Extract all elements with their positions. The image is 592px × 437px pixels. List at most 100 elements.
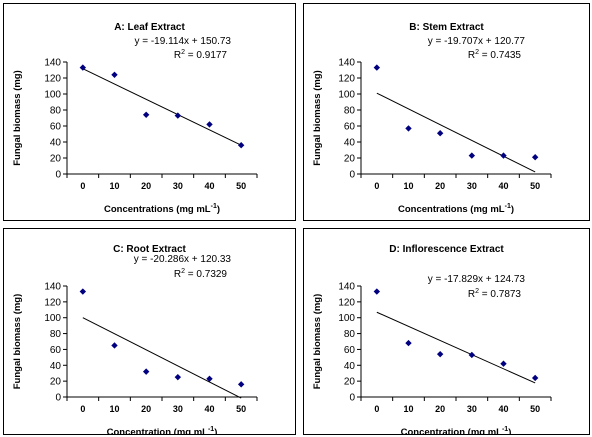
r-squared-value: = 0.9177 xyxy=(185,50,227,61)
x-axis-title: Concentrations (mg mL-1) xyxy=(398,203,514,215)
chart-d-svg: D: Inflorescence Extract0204060801001201… xyxy=(312,244,552,434)
y-tick-label: 120 xyxy=(338,297,355,308)
r-squared-value: = 0.7873 xyxy=(479,289,521,300)
x-tick-label: 10 xyxy=(403,181,413,191)
x-tick-label: 0 xyxy=(80,404,85,414)
y-tick-label: 0 xyxy=(349,170,355,181)
r-squared-symbol: R xyxy=(468,50,475,61)
y-tick-label: 60 xyxy=(50,345,62,356)
chart-title: B: Stem Extract xyxy=(409,22,484,33)
r-squared-superscript: 2 xyxy=(475,288,479,295)
chart-panel-d: D: Inflorescence Extract 0 20 40 60 80 100 120 1… xyxy=(303,228,590,435)
x-tick-label: 50 xyxy=(236,181,246,191)
x-tick-label: 40 xyxy=(498,181,508,191)
y-tick-label: 80 xyxy=(50,106,62,117)
y-axis-title: Fungal biomass (mg) xyxy=(312,70,323,166)
data-point xyxy=(500,360,507,367)
y-tick-label: 100 xyxy=(338,90,355,101)
data-point xyxy=(206,121,213,128)
y-axis-title: Fungal biomass (mg) xyxy=(12,294,23,390)
data-point xyxy=(436,130,444,137)
data-point xyxy=(237,142,245,149)
x-axis-title-superscript: -1 xyxy=(211,203,217,210)
y-tick-label: 60 xyxy=(344,345,356,356)
data-point xyxy=(111,71,118,78)
y-tick-label: 40 xyxy=(50,361,62,372)
chart-panel-b: B: Stem Extract 0 20 40 60 80 100 120 140 0 10 20 30… xyxy=(303,3,590,221)
trendline xyxy=(376,311,536,384)
r-squared-symbol: R xyxy=(174,50,181,61)
r-squared-value: = 0.7329 xyxy=(185,269,227,280)
y-tick-label: 100 xyxy=(44,313,61,324)
data-point xyxy=(79,288,87,295)
y-tick-label: 20 xyxy=(50,154,62,165)
x-tick-label: 20 xyxy=(141,181,151,191)
x-axis-title-end: ) xyxy=(511,204,514,215)
y-tick-label: 20 xyxy=(344,377,356,388)
data-point xyxy=(174,112,182,119)
y-tick-label: 80 xyxy=(344,106,356,117)
x-tick-label: 30 xyxy=(173,181,183,191)
y-axis-title: Fungal biomass (mg) xyxy=(12,70,23,166)
y-tick-label: 100 xyxy=(44,90,61,101)
r-squared-symbol: R xyxy=(468,289,475,300)
r-squared-symbol: R xyxy=(174,269,181,280)
data-point xyxy=(142,111,150,118)
x-axis-title: Concentration (mg mL-1) xyxy=(401,426,512,434)
data-point xyxy=(468,152,476,159)
y-tick-label: 140 xyxy=(338,282,355,293)
data-point xyxy=(142,368,150,375)
chart-title: D: Inflorescence Extract xyxy=(389,244,504,255)
x-tick-label: 0 xyxy=(374,404,379,414)
y-tick-label: 140 xyxy=(44,58,61,69)
trendline-equation: y = -17.829x + 124.73 xyxy=(428,274,526,285)
trendline-equation: y = -19.707x + 120.77 xyxy=(428,36,526,47)
chart-panel-a: A: Leaf Extract 0 20 40 60 80 100 120 140 0 10 20 30… xyxy=(3,3,296,221)
data-point xyxy=(174,373,182,381)
y-tick-label: 0 xyxy=(55,393,61,404)
y-tick-label: 0 xyxy=(349,393,355,404)
y-tick-label: 60 xyxy=(50,122,62,133)
y-tick-label: 40 xyxy=(50,138,62,149)
x-tick-label: 0 xyxy=(374,181,379,191)
r-squared-label: R2 = 0.7329 xyxy=(174,268,228,280)
y-tick-label: 140 xyxy=(338,58,355,69)
data-point xyxy=(373,64,381,71)
data-point xyxy=(79,64,87,71)
chart-title: C: Root Extract xyxy=(113,244,186,255)
data-point xyxy=(500,152,507,159)
data-point xyxy=(111,342,118,349)
x-axis-title: Concentrations (mg mL-1) xyxy=(104,203,220,215)
x-axis-title-text: Concentration (mg mL xyxy=(107,427,209,434)
chart-title: A: Leaf Extract xyxy=(114,22,185,33)
trendline xyxy=(82,317,242,399)
chart-a-svg: A: Leaf Extract 0 20 40 60 80 100 120 140 0 10 20 30… xyxy=(12,22,258,215)
y-tick-label: 20 xyxy=(344,154,356,165)
trendline xyxy=(376,92,536,173)
data-point xyxy=(373,288,381,295)
r-squared-superscript: 2 xyxy=(475,49,479,56)
r-squared-value: = 0.7435 xyxy=(479,50,521,61)
x-axis-title-superscript: -1 xyxy=(505,203,511,210)
x-tick-label: 20 xyxy=(141,404,151,414)
x-tick-label: 40 xyxy=(204,404,214,414)
x-tick-label: 20 xyxy=(435,404,445,414)
chart-c-svg: C: Root Extract 0 20 40 60 80 100 120 140 0 10 20 30… xyxy=(12,244,258,434)
chart-b-svg: B: Stem Extract 0 20 40 60 80 100 120 140 0 10 20 30… xyxy=(312,22,552,215)
chart-panel-c: C: Root Extract 0 20 40 60 80 100 120 140 0 10 20 30… xyxy=(3,228,296,435)
y-axis-title: Fungal biomass (mg) xyxy=(312,294,323,390)
x-axis-title-end: ) xyxy=(217,204,220,215)
y-tick-label: 0 xyxy=(55,170,61,181)
y-tick-label: 20 xyxy=(50,377,62,388)
data-point xyxy=(237,381,245,388)
x-axis-title-superscript: -1 xyxy=(208,426,214,433)
r-squared-label: R2 = 0.7873 xyxy=(468,288,522,300)
x-axis-title: Concentration (mg mL-1) xyxy=(107,426,218,434)
trendline xyxy=(82,68,242,146)
r-squared-label: R2 = 0.7435 xyxy=(468,49,522,61)
r-squared-superscript: 2 xyxy=(181,49,185,56)
data-point xyxy=(468,351,476,359)
x-tick-label: 10 xyxy=(109,404,119,414)
x-tick-label: 50 xyxy=(530,404,540,414)
y-tick-label: 80 xyxy=(50,329,62,340)
